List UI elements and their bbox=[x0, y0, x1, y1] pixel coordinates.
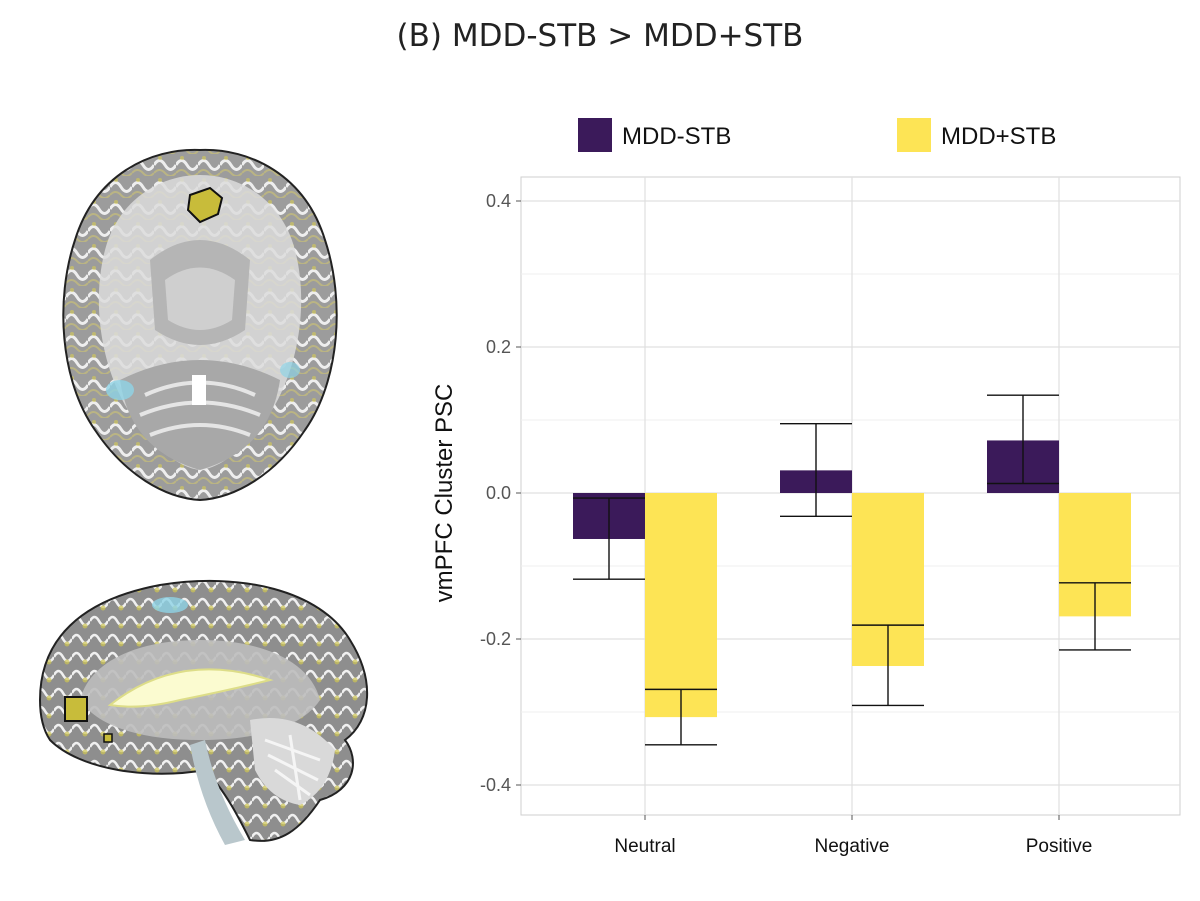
y-tick-label: -0.2 bbox=[480, 629, 511, 649]
legend-swatch-mdd-stb bbox=[897, 118, 931, 152]
figure-title: (B) MDD-STB > MDD+STB bbox=[396, 18, 804, 54]
y-axis-ticks: -0.4 -0.2 0.0 0.2 0.4 bbox=[480, 191, 521, 795]
x-tick-label-neutral: Neutral bbox=[614, 836, 675, 857]
y-tick-label: 0.0 bbox=[486, 483, 511, 503]
y-tick-label: -0.4 bbox=[480, 775, 511, 795]
y-tick-label: 0.2 bbox=[486, 337, 511, 357]
chart-legend: MDD-STB MDD+STB bbox=[578, 118, 1056, 152]
sagittal-slice-image bbox=[38, 579, 369, 845]
x-tick-label-negative: Negative bbox=[815, 836, 890, 857]
chart-error-bars bbox=[573, 394, 1131, 746]
y-tick-label: 0.4 bbox=[486, 191, 511, 211]
legend-label-mdd-stb: MDD-STB bbox=[622, 123, 731, 150]
x-axis-ticks: Neutral Negative Positive bbox=[614, 815, 1092, 857]
legend-swatch-mdd-stb bbox=[578, 118, 612, 152]
axial-slice-image bbox=[62, 148, 338, 502]
bar-mdd-stb-neutral bbox=[645, 493, 717, 718]
x-tick-label-positive: Positive bbox=[1026, 836, 1093, 857]
brain-slices bbox=[38, 148, 369, 845]
y-axis-title: vmPFC Cluster PSC bbox=[431, 384, 458, 603]
legend-label-mdd-stb: MDD+STB bbox=[941, 123, 1056, 150]
